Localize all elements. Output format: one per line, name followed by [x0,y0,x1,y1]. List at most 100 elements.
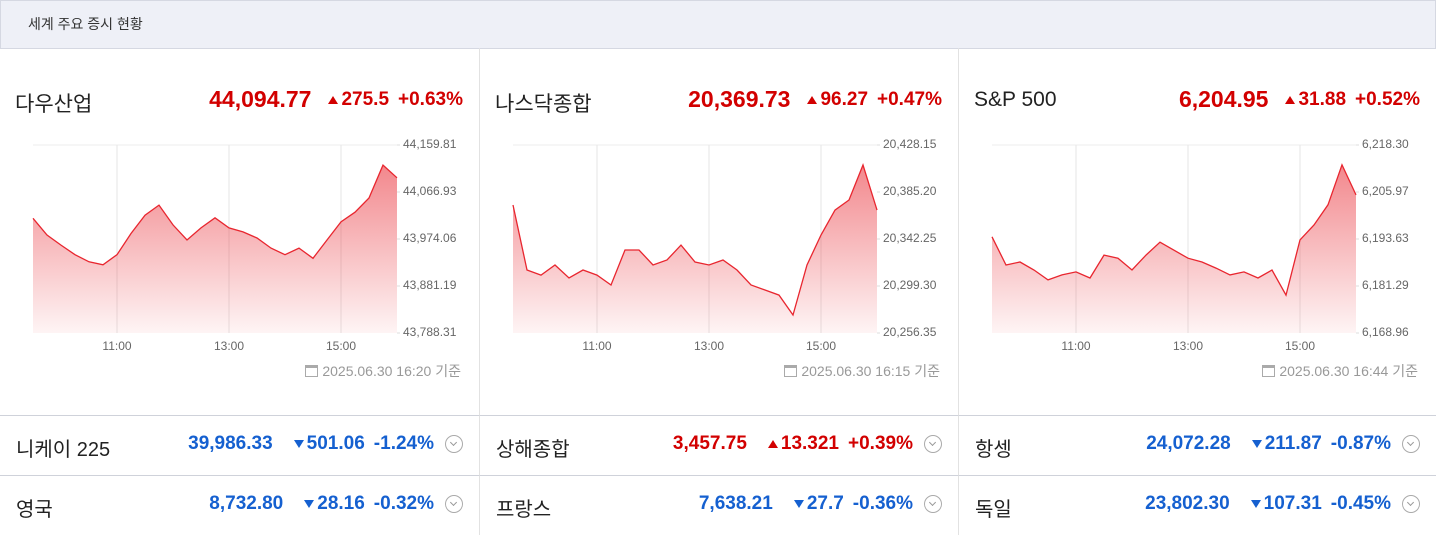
area [513,165,877,333]
y-tick-label: 44,066.93 [403,184,457,198]
direction-arrow [767,440,778,448]
index-change: 96.27 [820,88,869,110]
index-quote: 7,638.21 27.7 -0.36% [699,493,942,515]
y-tick-label: 20,299.30 [883,278,937,292]
expand-button[interactable] [924,435,942,453]
x-tick-label: 11:00 [582,339,611,353]
index-change: 31.88 [1298,88,1347,110]
index-name: S&P 500 [974,88,1057,111]
index-pct: +0.63% [398,88,463,110]
expand-button[interactable] [924,495,942,513]
index-row: 영국 8,732.80 28.16 -0.32% [0,475,480,535]
index-pct: -0.32% [373,493,434,514]
index-quote: 6,204.95 31.88 +0.52% [1179,86,1420,113]
chart: 11:00 13:00 15:00 20,256.35 20,299.30 20,342.… [512,137,937,353]
index-pct: +0.47% [877,88,942,110]
index-price: 3,457.75 [672,433,747,454]
y-tick-label: 43,788.31 [403,325,457,339]
y-tick-label: 6,168.96 [1362,325,1409,339]
y-tick-label: 20,256.35 [883,325,937,339]
timestamp: 2025.06.30 16:44 기준 [1262,361,1418,381]
y-tick-label: 6,181.29 [1362,278,1409,292]
header: 세계 주요 증시 현황 [0,0,1436,49]
index-change: 211.87 [1264,433,1322,454]
y-tick-label: 6,218.30 [1362,137,1409,151]
direction-arrow [807,95,818,104]
index-pct: +0.39% [848,433,913,454]
index-row: 니케이 225 39,986.33 501.06 -1.24% [0,415,480,475]
y-tick-label: 20,428.15 [883,137,937,151]
index-name: 항셍 [975,439,1012,461]
index-quote: 8,732.80 28.16 -0.32% [209,493,463,515]
expand-button[interactable] [445,495,463,513]
index-row: 프랑스 7,638.21 27.7 -0.36% [480,475,959,535]
x-tick-label: 11:00 [102,339,131,353]
index-quote: 24,072.28 211.87 -0.87% [1146,433,1420,455]
direction-arrow [793,500,804,508]
index-price: 23,802.30 [1145,493,1230,514]
direction-arrow [293,440,304,448]
x-tick-label: 15:00 [806,339,836,353]
chart: 11:00 13:00 15:00 43,788.31 43,881.19 43,974.… [32,137,457,353]
direction-arrow [1251,440,1262,448]
index-price: 6,204.95 [1178,86,1269,112]
index-price: 24,072.28 [1146,433,1231,454]
index-pct: -0.36% [852,493,913,514]
timestamp: 2025.06.30 16:15 기준 [784,361,940,381]
calendar-icon [1262,365,1276,377]
y-tick-label: 6,193.63 [1362,231,1409,245]
index-row: 항셍 24,072.28 211.87 -0.87% [959,415,1436,475]
index-quote: 44,094.77 275.5 +0.63% [209,86,463,113]
y-tick-label: 20,385.20 [883,184,937,198]
timestamp-text: 2025.06.30 16:15 기준 [801,363,940,379]
index-pct: -1.24% [373,433,434,454]
calendar-icon [784,365,798,377]
x-tick-label: 13:00 [214,339,244,353]
area [33,165,397,333]
line [991,163,1357,297]
timestamp-text: 2025.06.30 16:44 기준 [1279,363,1418,379]
expand-button[interactable] [1402,495,1420,513]
chart: 11:00 13:00 15:00 6,168.96 6,181.29 6,193.63 6… [991,137,1409,353]
direction-arrow [1285,95,1296,104]
index-panel: S&P 500 6,204.95 31.88 +0.52% 11:00 13:00 15:0… [959,48,1436,415]
area [992,164,1356,333]
y-tick-label: 43,974.06 [403,231,457,245]
index-change: 107.31 [1263,493,1322,514]
index-row: 독일 23,802.30 107.31 -0.45% [959,475,1436,535]
timestamp: 2025.06.30 16:20 기준 [305,361,461,381]
index-panel: 다우산업 44,094.77 275.5 +0.63% 11:00 13:00 15:00 4… [0,48,480,415]
index-change: 275.5 [341,88,390,110]
x-tick-label: 13:00 [1173,339,1203,353]
y-tick-label: 44,159.81 [403,137,457,151]
index-name: 독일 [975,499,1012,521]
index-pct: -0.45% [1330,493,1391,514]
y-tick-label: 20,342.25 [883,231,937,245]
index-name: 나스닥종합 [495,93,592,116]
timestamp-text: 2025.06.30 16:20 기준 [322,363,461,379]
line [512,163,878,317]
index-quote: 3,457.75 13.321 +0.39% [673,433,942,455]
expand-button[interactable] [445,435,463,453]
index-price: 39,986.33 [188,433,273,454]
index-price: 7,638.21 [698,493,773,514]
index-name: 다우산업 [15,93,93,116]
direction-arrow [304,500,315,508]
index-name: 영국 [16,499,53,521]
index-pct: -0.87% [1330,433,1391,454]
direction-arrow [1250,500,1261,508]
index-quote: 20,369.73 96.27 +0.47% [688,86,942,113]
index-price: 44,094.77 [209,86,312,112]
index-name: 상해종합 [496,439,570,461]
x-tick-label: 11:00 [1061,339,1090,353]
line [32,164,398,266]
index-quote: 23,802.30 107.31 -0.45% [1145,493,1420,515]
index-price: 20,369.73 [688,86,791,112]
calendar-icon [305,365,319,377]
direction-arrow [328,95,339,104]
y-tick-label: 43,881.19 [403,278,457,292]
index-name: 프랑스 [496,499,552,521]
x-tick-label: 13:00 [694,339,724,353]
expand-button[interactable] [1402,435,1420,453]
